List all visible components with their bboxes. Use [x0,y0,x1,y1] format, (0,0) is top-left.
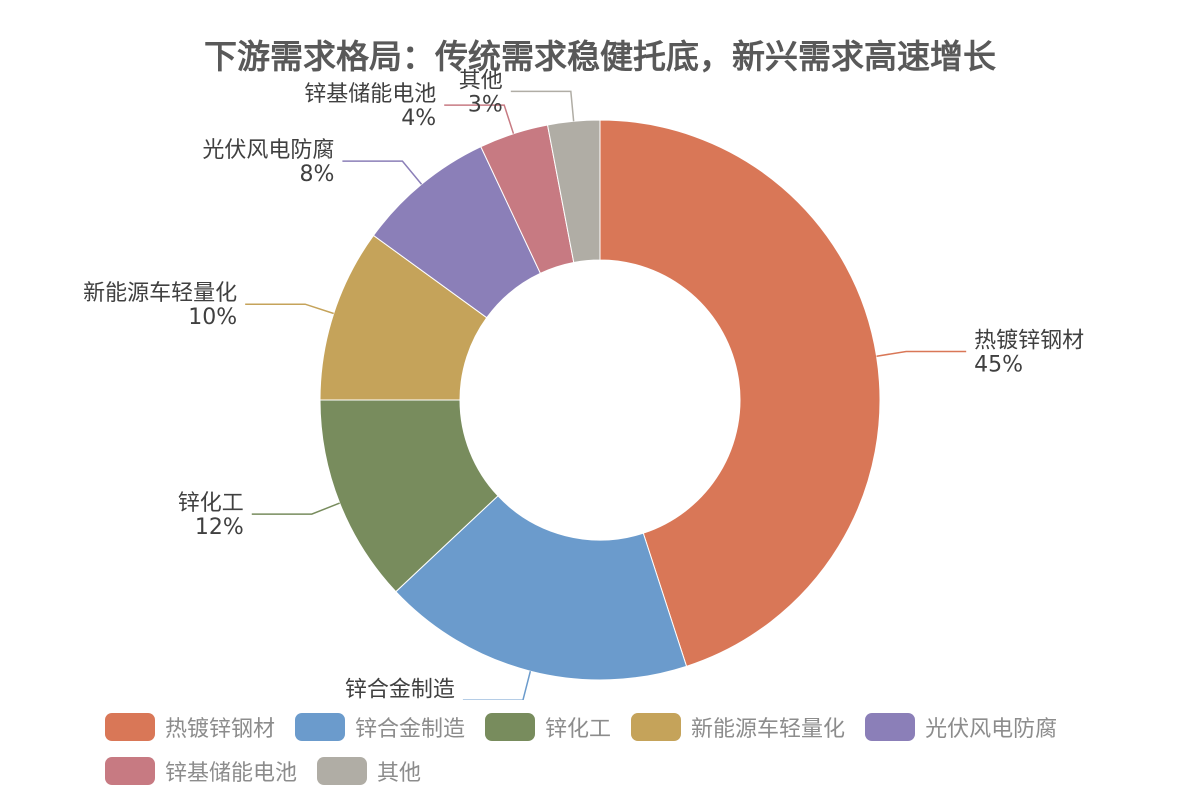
slice-1-leader-line [876,350,967,357]
slice-2-arc[interactable] [395,495,688,681]
slice-labels: 热镀锌钢材45%锌合金制造18%锌化工12%新能源车轻量化10%光伏风电防腐8%… [83,68,1084,700]
slice-4-leader-line [245,303,334,315]
slice-2-category-label: 锌合金制造 [345,677,455,700]
slice-1-value-label: 45% [974,353,1023,378]
slice-7-arc[interactable] [546,119,601,264]
legend-label: 其他 [377,761,422,786]
slice-4-value-label: 10% [188,305,237,330]
slice-6-leader-line [444,104,515,134]
donut-slices [319,119,881,681]
legend-item-2[interactable]: 锌合金制造 [295,712,465,742]
slice-7-category-label: 其他 [459,68,503,93]
chart-title: 下游需求格局：传统需求稳健托底，新兴需求高速增长 [204,37,996,76]
legend-swatch [631,713,682,741]
legend-label: 光伏风电防腐 [925,717,1058,742]
slice-5-leader-line [342,160,423,185]
slice-1-arc[interactable] [599,119,881,667]
slice-1-category-label: 热镀锌钢材 [974,329,1084,354]
slice-5-category-label: 光伏风电防腐 [202,138,334,163]
legend-swatch [485,713,536,741]
slice-6-value-label: 4% [401,106,436,131]
slice-2-leader-line [462,671,532,700]
legend-swatch [105,713,155,741]
slice-4-category-label: 新能源车轻量化 [83,281,237,306]
slice-3-value-label: 12% [195,515,244,540]
donut-chart: 热镀锌钢材45%锌合金制造18%锌化工12%新能源车轻量化10%光伏风电防腐8%… [83,68,1084,700]
legend-swatch [865,713,916,741]
legend-swatch [295,713,346,741]
slice-6-category-label: 锌基储能电池 [304,82,436,107]
legend-label: 锌合金制造 [355,717,466,742]
legend-label: 锌化工 [545,717,612,742]
slice-5-value-label: 8% [299,162,334,187]
leader-lines [245,90,967,700]
slice-7-value-label: 3% [468,92,503,117]
slice-7-leader-line [510,90,575,122]
legend-item-7[interactable]: 其他 [317,756,421,786]
slice-3-category-label: 锌化工 [178,491,244,516]
legend-label: 锌基储能电池 [165,761,298,786]
legend: 热镀锌钢材 锌合金制造 锌化工 新能源车轻量化 光伏风电防腐锌基储能电池 其他 [105,712,1125,786]
legend-swatch [317,757,368,785]
legend-swatch [105,757,155,785]
legend-label: 新能源车轻量化 [691,717,846,742]
legend-item-4[interactable]: 新能源车轻量化 [631,712,845,742]
legend-item-1[interactable]: 热镀锌钢材 [105,712,275,742]
legend-item-3[interactable]: 锌化工 [485,712,611,742]
slice-3-arc[interactable] [319,399,499,593]
legend-item-5[interactable]: 光伏风电防腐 [865,712,1057,742]
slice-3-leader-line [251,502,340,515]
legend-item-6[interactable]: 锌基储能电池 [105,756,297,786]
legend-label: 热镀锌钢材 [165,717,276,742]
